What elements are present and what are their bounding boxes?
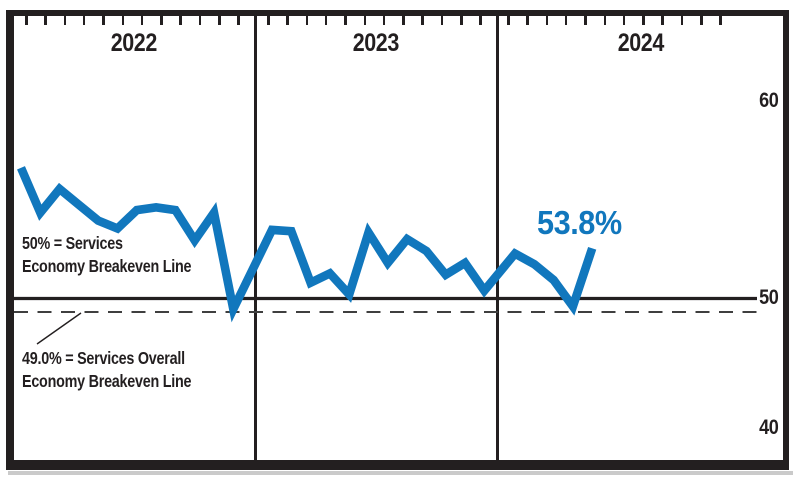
month-tick xyxy=(218,16,221,25)
month-tick xyxy=(121,16,124,25)
year-label-2023: 2023 xyxy=(352,29,400,57)
month-tick xyxy=(140,16,144,25)
month-tick xyxy=(545,16,549,25)
month-tick xyxy=(507,16,510,25)
year-label-2022: 2022 xyxy=(110,29,158,57)
month-tick xyxy=(179,16,182,25)
month-tick xyxy=(63,16,67,25)
month-tick xyxy=(584,16,587,25)
month-tick xyxy=(82,16,86,25)
month-tick xyxy=(421,16,424,25)
month-tick xyxy=(564,16,568,25)
month-tick xyxy=(603,16,606,25)
month-tick xyxy=(479,16,482,25)
month-tick xyxy=(267,16,270,25)
month-tick xyxy=(382,16,386,25)
month-tick xyxy=(324,16,328,25)
month-tick xyxy=(440,16,444,25)
month-tick xyxy=(198,16,202,25)
month-tick xyxy=(700,16,703,25)
annotation-breakeven-50-line2: Economy Breakeven Line xyxy=(22,256,192,276)
month-tick xyxy=(526,16,529,25)
month-tick xyxy=(237,16,240,25)
month-tick xyxy=(642,16,645,25)
month-tick xyxy=(286,16,289,25)
y-axis-label-60: 60 xyxy=(758,89,779,112)
annotation-breakeven-49-line1: 49.0% = Services Overall xyxy=(22,348,185,368)
annotation-breakeven-50: 50% = Services Economy Breakeven Line xyxy=(22,232,191,278)
chart-drop-shadow xyxy=(8,471,793,475)
month-tick xyxy=(305,16,309,25)
latest-value-callout: 53.8% xyxy=(537,204,622,241)
chart-frame xyxy=(6,10,789,470)
month-tick xyxy=(460,16,463,25)
annotation-breakeven-49-line2: Economy Breakeven Line xyxy=(22,371,192,391)
month-tick xyxy=(363,16,366,25)
month-tick xyxy=(25,16,28,25)
month-tick xyxy=(102,16,105,25)
month-tick xyxy=(661,16,664,25)
month-tick xyxy=(719,16,722,25)
month-tick xyxy=(160,16,163,25)
month-tick xyxy=(44,16,47,25)
y-axis-label-40: 40 xyxy=(758,416,779,439)
month-tick xyxy=(680,16,684,25)
month-tick xyxy=(344,16,347,25)
services-pmi-data-line xyxy=(17,166,597,323)
annotation-breakeven-50-line1: 50% = Services xyxy=(22,233,123,253)
month-tick xyxy=(622,16,626,25)
year-divider-2022-2023 xyxy=(254,16,257,460)
annotation-leader-line xyxy=(36,312,82,345)
y-axis-label-50: 50 xyxy=(758,286,779,309)
month-tick xyxy=(402,16,405,25)
year-label-2024: 2024 xyxy=(617,29,664,57)
year-divider-2023-2024 xyxy=(496,16,499,460)
annotation-breakeven-49: 49.0% = Services Overall Economy Breakev… xyxy=(22,347,191,393)
